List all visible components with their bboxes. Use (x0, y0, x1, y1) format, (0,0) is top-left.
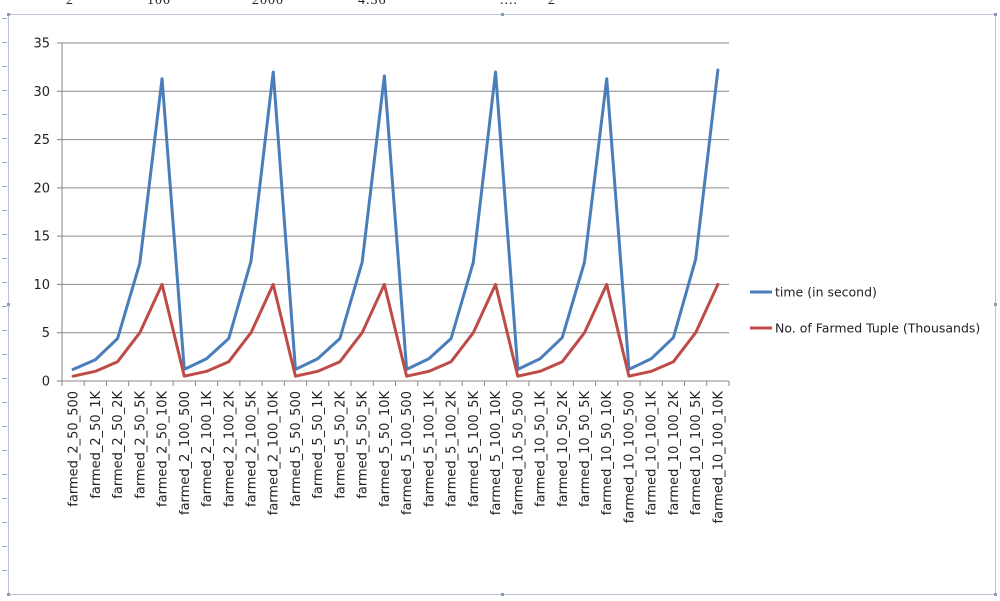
series-line-2 (71, 282, 720, 378)
ruler-tick (2, 114, 7, 115)
y-tick-label: 0 (42, 375, 50, 390)
x-tick-label: farmed_5_100_1K (422, 391, 437, 507)
ruler-tick (2, 210, 7, 211)
ruler-tick (2, 234, 7, 235)
x-tick-label: farmed_5_50_500 (289, 391, 304, 507)
x-tick-label: farmed_2_100_1K (200, 391, 215, 507)
x-tick-label: farmed_10_100_5K (689, 391, 704, 516)
ruler-tick (2, 282, 7, 283)
x-tick-label: farmed_2_100_500 (178, 391, 193, 515)
ruler-tick (2, 546, 7, 547)
ruler-tick (2, 66, 7, 67)
ruler-tick (2, 18, 7, 19)
legend: time (in second) No. of Farmed Tuple (Tho… (750, 285, 980, 336)
ruler-tick (2, 378, 7, 379)
x-tick-label: farmed_5_50_10K (378, 391, 393, 507)
ruler-tick (2, 498, 7, 499)
x-tick-label: farmed_10_50_10K (600, 391, 615, 516)
resize-handle[interactable] (501, 593, 504, 596)
cell-text: 2 (66, 0, 74, 8)
x-tick-label: farmed_5_100_500 (400, 391, 415, 515)
x-tick-label: farmed_2_100_5K (244, 391, 259, 507)
x-tick-label: farmed_5_50_5K (356, 391, 371, 499)
x-tick-label: farmed_2_50_2K (111, 391, 126, 499)
ruler-tick (2, 354, 7, 355)
row-ruler (0, 14, 8, 595)
series-lines (71, 68, 720, 378)
series-line-1 (71, 68, 720, 371)
legend-label: time (in second) (775, 285, 877, 300)
x-tick-label: farmed_5_100_2K (445, 391, 460, 507)
ruler-tick (2, 306, 7, 307)
axes (57, 42, 730, 386)
x-tick-label: farmed_10_50_500 (511, 391, 526, 515)
resize-handle[interactable] (7, 13, 10, 16)
x-tick-label: farmed_5_100_10K (489, 391, 504, 516)
ruler-tick (2, 258, 7, 259)
ruler-tick (2, 570, 7, 571)
ruler-tick (2, 330, 7, 331)
x-tick-label: farmed_2_100_2K (222, 391, 237, 507)
x-tick-label: farmed_2_50_10K (156, 391, 171, 507)
ruler-tick (2, 522, 7, 523)
y-tick-label: 25 (33, 133, 50, 148)
ruler-tick (2, 138, 7, 139)
cell-text: 100 (147, 0, 171, 8)
resize-handle[interactable] (994, 303, 997, 306)
cell-text: 2000 (252, 0, 284, 8)
ruler-tick (2, 90, 7, 91)
x-tick-label: farmed_10_100_2K (667, 391, 682, 516)
x-tick-label: farmed_2_50_1K (89, 391, 104, 499)
x-tick-label: farmed_10_100_10K (711, 391, 726, 524)
y-tick-label: 30 (33, 85, 50, 100)
x-tick-label: farmed_2_100_10K (267, 391, 282, 516)
legend-label: No. of Farmed Tuple (Thousands) (775, 321, 980, 336)
resize-handle[interactable] (994, 13, 997, 16)
x-tick-label: farmed_2_50_500 (67, 391, 82, 507)
cell-text: 4.36 (358, 0, 387, 8)
resize-handle[interactable] (7, 303, 10, 306)
x-tick-label: farmed_5_50_1K (311, 391, 326, 499)
ruler-tick (2, 450, 7, 451)
y-tick-label: 35 (33, 37, 50, 52)
ruler-tick (2, 42, 7, 43)
x-tick-label: farmed_2_50_5K (133, 391, 148, 499)
cell-text: 2 (548, 0, 556, 8)
spreadsheet-row-strip: 2 100 2000 4.36 .... 2 (0, 0, 1000, 14)
x-tick-label: farmed_10_50_5K (578, 391, 593, 507)
x-tick-label: farmed_5_50_2K (333, 391, 348, 499)
y-tick-label: 10 (33, 278, 50, 293)
y-tick-label: 5 (42, 326, 50, 341)
x-tick-label: farmed_10_50_2K (556, 391, 571, 507)
resize-handle[interactable] (7, 593, 10, 596)
ruler-tick (2, 474, 7, 475)
ruler-tick (2, 162, 7, 163)
y-tick-label: 20 (33, 181, 50, 196)
x-tick-label: farmed_10_100_500 (622, 391, 637, 523)
resize-handle[interactable] (994, 593, 997, 596)
cell-text: .... (500, 0, 518, 8)
x-tick-label: farmed_10_50_1K (534, 391, 549, 507)
ruler-tick (2, 402, 7, 403)
chart-object[interactable] (7, 13, 997, 596)
ruler-tick (2, 186, 7, 187)
x-axis-ticks: farmed_2_50_500 farmed_2_50_1K farmed_2_50… (67, 391, 727, 524)
y-axis-ticks: 0 5 10 15 20 25 30 35 (33, 37, 50, 390)
resize-handle[interactable] (501, 13, 504, 16)
y-tick-label: 15 (33, 230, 50, 245)
ruler-tick (2, 426, 7, 427)
x-tick-label: farmed_5_100_5K (467, 391, 482, 507)
x-tick-label: farmed_10_100_1K (645, 391, 660, 516)
